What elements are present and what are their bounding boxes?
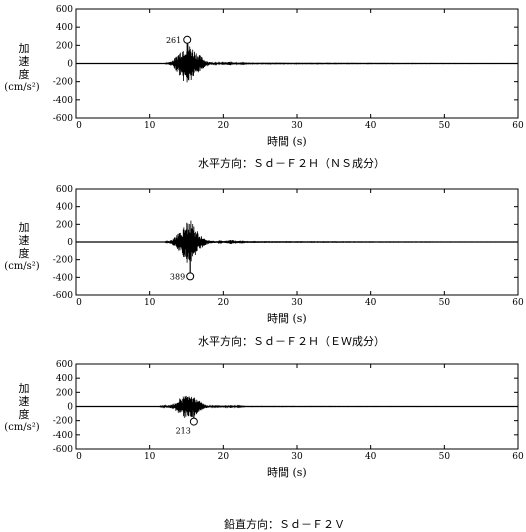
y-axis-unit: (cm/s²)	[4, 82, 40, 93]
y-tick-label: 600	[56, 5, 73, 15]
x-tick-label: 10	[144, 452, 156, 462]
y-tick-label: 0	[67, 403, 73, 413]
x-tick-label: 30	[291, 452, 303, 462]
y-tick-label: -600	[53, 114, 73, 124]
x-axis-label: 時間 (s)	[267, 135, 307, 148]
y-axis-label: 加 速 度 (cm/s²)	[4, 221, 44, 273]
x-tick-label: 60	[512, 452, 524, 462]
y-tick-label: 600	[56, 360, 73, 370]
x-tick-label: 40	[365, 298, 377, 308]
y-axis-unit: (cm/s²)	[4, 422, 40, 433]
x-tick-label: 0	[76, 298, 82, 308]
peak-marker	[183, 35, 192, 44]
y-tick-label: -200	[53, 78, 73, 88]
y-axis-label-char: 加	[18, 382, 30, 395]
chart-caption: 水平方向：Ｓｄ－Ｆ２Ｈ（ＮＳ成分）	[198, 157, 385, 170]
x-tick-label: 50	[439, 298, 451, 308]
y-tick-label: 0	[67, 238, 73, 248]
y-axis-label-char: 速	[18, 395, 30, 408]
x-tick-label: 10	[144, 298, 156, 308]
y-axis-label-char: 速	[18, 234, 30, 247]
x-tick-label: 60	[512, 121, 524, 131]
chart-panel-vertical: 加 速 度 (cm/s²) 600 400 200 0 -200 -400 -600 0 10 2…	[0, 354, 526, 531]
y-axis-label: 加 速 度 (cm/s²)	[4, 382, 44, 434]
x-tick-label: 20	[218, 121, 230, 131]
y-tick-label: -200	[53, 256, 73, 266]
y-tick-label: -400	[53, 431, 73, 441]
y-tick-label: -400	[53, 273, 73, 283]
y-axis-unit: (cm/s²)	[4, 261, 40, 272]
y-tick-label: 600	[56, 185, 73, 195]
y-axis-label-char: 加	[18, 221, 30, 234]
peak-marker	[189, 417, 198, 426]
x-tick-label: 0	[76, 452, 82, 462]
y-tick-label: 200	[56, 41, 73, 51]
y-tick-label: 200	[56, 388, 73, 398]
y-axis-label-char: 度	[18, 68, 30, 81]
y-tick-label: -600	[53, 445, 73, 455]
x-axis-label: 時間 (s)	[267, 466, 307, 479]
x-tick-label: 40	[365, 121, 377, 131]
chart-caption: 鉛直方向：Ｓｄ－Ｆ２Ｖ	[224, 518, 345, 531]
x-tick-label: 40	[365, 452, 377, 462]
x-tick-label: 50	[439, 452, 451, 462]
y-tick-label: 400	[56, 203, 73, 213]
y-tick-label: 400	[56, 374, 73, 384]
y-axis-label-char: 度	[18, 408, 30, 421]
x-tick-label: 60	[512, 298, 524, 308]
chart-panel-ns: 加 速 度 (cm/s²) 600 400 200 0 -200 -400 -600 0 10 2…	[0, 0, 526, 177]
x-tick-label: 30	[291, 121, 303, 131]
peak-value-label: 213	[176, 427, 191, 436]
x-tick-label: 10	[144, 121, 156, 131]
y-tick-label: -600	[53, 291, 73, 301]
peak-value-label: 261	[166, 36, 181, 45]
chart-panel-ew: 加 速 度 (cm/s²) 600 400 200 0 -200 -400 -600 0 10 2…	[0, 177, 526, 354]
y-axis-label-char: 速	[18, 55, 30, 68]
peak-marker	[186, 272, 195, 281]
y-axis-label: 加 速 度 (cm/s²)	[4, 42, 44, 94]
x-tick-label: 20	[218, 452, 230, 462]
y-tick-label: 0	[67, 60, 73, 70]
y-axis-label-char: 度	[18, 247, 30, 260]
y-tick-label: -400	[53, 96, 73, 106]
x-tick-label: 30	[291, 298, 303, 308]
chart-caption: 水平方向：Ｓｄ－Ｆ２Ｈ（ＥＷ成分）	[198, 335, 385, 348]
x-tick-label: 0	[76, 121, 82, 131]
x-tick-label: 20	[218, 298, 230, 308]
x-tick-label: 50	[439, 121, 451, 131]
x-axis-label: 時間 (s)	[267, 312, 307, 325]
peak-value-label: 389	[170, 272, 185, 281]
y-tick-label: 200	[56, 220, 73, 230]
y-tick-label: -200	[53, 417, 73, 427]
y-axis-label-char: 加	[18, 42, 30, 55]
y-tick-label: 400	[56, 23, 73, 33]
